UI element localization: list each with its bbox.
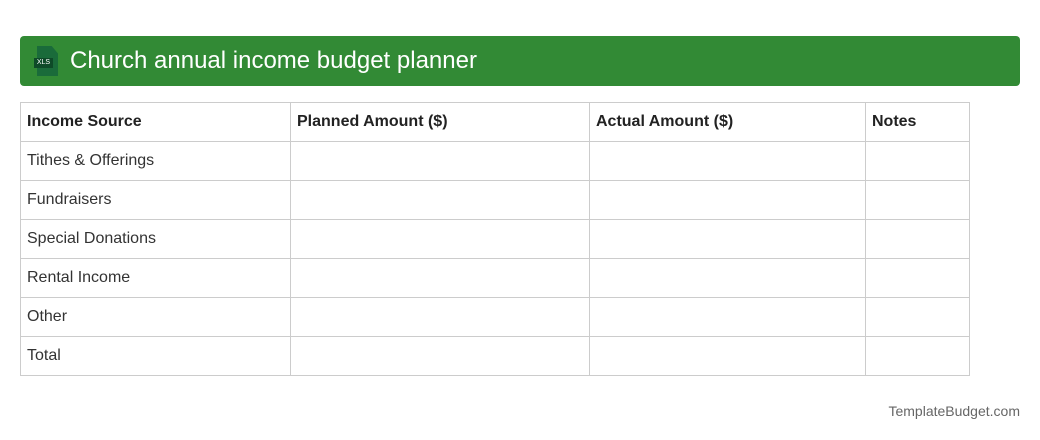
table-cell (589, 297, 866, 337)
column-header: Actual Amount ($) (589, 102, 866, 142)
table-cell (865, 180, 970, 220)
table-cell (589, 219, 866, 259)
table-cell: Total (20, 336, 291, 376)
table-cell (290, 258, 590, 298)
table-cell (589, 141, 866, 181)
table-row: Total (20, 336, 970, 376)
table-cell (290, 219, 590, 259)
header-bar: XLS Church annual income budget planner (20, 36, 1020, 86)
table-cell (865, 258, 970, 298)
table-cell: Other (20, 297, 291, 337)
table-cell: Special Donations (20, 219, 291, 259)
table-cell (865, 336, 970, 376)
footer-brand: TemplateBudget.com (888, 403, 1020, 419)
page-title: Church annual income budget planner (70, 47, 477, 74)
table-cell (589, 336, 866, 376)
table-row: Tithes & Offerings (20, 141, 970, 181)
column-header: Income Source (20, 102, 291, 142)
table-cell (290, 336, 590, 376)
table-cell: Tithes & Offerings (20, 141, 291, 181)
table-row: Other (20, 297, 970, 337)
table-cell (865, 219, 970, 259)
table-cell (865, 297, 970, 337)
table-cell (589, 180, 866, 220)
table-row: Rental Income (20, 258, 970, 298)
table-cell: Fundraisers (20, 180, 291, 220)
table-cell (865, 141, 970, 181)
column-header: Notes (865, 102, 970, 142)
table-row: Special Donations (20, 219, 970, 259)
table-header-row: Income Source Planned Amount ($) Actual … (20, 102, 970, 142)
income-table: Income Source Planned Amount ($) Actual … (20, 102, 970, 376)
table-cell (589, 258, 866, 298)
table-cell (290, 180, 590, 220)
table-cell (290, 297, 590, 337)
column-header: Planned Amount ($) (290, 102, 590, 142)
table-row: Fundraisers (20, 180, 970, 220)
table-cell: Rental Income (20, 258, 291, 298)
table-cell (290, 141, 590, 181)
xls-file-icon: XLS (34, 46, 58, 76)
